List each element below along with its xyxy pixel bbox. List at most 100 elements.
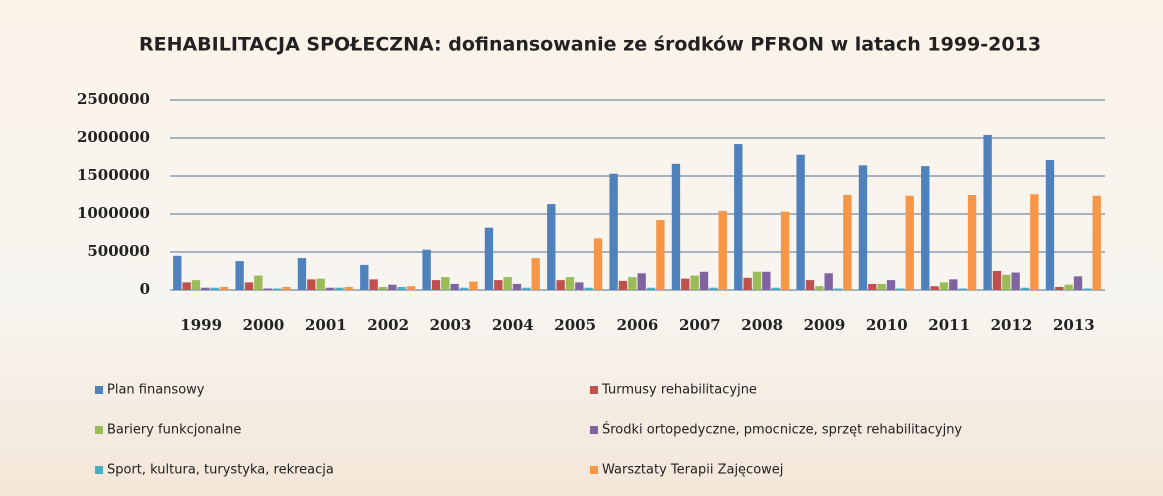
bar	[609, 174, 617, 290]
bar	[930, 286, 938, 290]
bar	[940, 282, 948, 290]
legend-swatch	[590, 426, 598, 434]
page: {"chart_data": {"type": "bar", "title": …	[0, 0, 1163, 496]
legend-label: Bariery funkcjonalne	[107, 423, 241, 438]
bar	[335, 288, 343, 290]
bar	[532, 258, 540, 290]
y-tick-label: 2000000	[77, 128, 150, 146]
bar	[1074, 276, 1082, 290]
bar	[619, 281, 627, 290]
bar	[1093, 196, 1101, 290]
y-tick-label: 500000	[87, 242, 150, 260]
bar	[182, 282, 190, 290]
bar	[762, 272, 770, 290]
bar	[388, 285, 396, 290]
bar	[235, 261, 243, 290]
bar	[859, 165, 867, 290]
bar	[201, 288, 209, 290]
bar	[273, 288, 281, 290]
bar	[441, 277, 449, 290]
x-tick-label: 2013	[1053, 316, 1095, 334]
bar	[921, 166, 929, 290]
bar	[398, 287, 406, 290]
bar	[460, 288, 468, 290]
bar	[575, 282, 583, 290]
legend-label: Środki ortopedyczne, pmocnicze, sprzęt r…	[602, 422, 962, 438]
bar	[1064, 285, 1072, 290]
bar	[422, 250, 430, 290]
bar	[192, 280, 200, 290]
x-tick-label: 2008	[741, 316, 783, 334]
bar	[753, 272, 761, 290]
x-tick-label: 2002	[367, 316, 409, 334]
bar	[282, 287, 290, 290]
bar	[254, 276, 262, 290]
bar	[369, 279, 377, 290]
bar	[896, 288, 904, 290]
bar	[245, 282, 253, 290]
bar	[690, 276, 698, 290]
bar	[220, 287, 228, 290]
x-tick-label: 2010	[866, 316, 908, 334]
bar	[743, 278, 751, 290]
bar	[485, 228, 493, 290]
x-tick-label: 2011	[928, 316, 970, 334]
bar	[298, 258, 306, 290]
chart-title: REHABILITACJA SPOŁECZNA: dofinansowanie …	[139, 34, 1041, 56]
bar	[734, 144, 742, 290]
bar	[1021, 288, 1029, 290]
bar	[1002, 275, 1010, 290]
legend-label: Sport, kultura, turystyka, rekreacja	[107, 463, 334, 478]
bar	[379, 287, 387, 290]
x-tick-label: 1999	[180, 316, 222, 334]
bar	[887, 280, 895, 290]
bar	[556, 280, 564, 290]
bar	[503, 277, 511, 290]
y-tick-label: 0	[140, 280, 150, 298]
bar	[906, 196, 914, 290]
bar	[877, 284, 885, 290]
bar	[647, 288, 655, 290]
x-tick-label: 2000	[243, 316, 285, 334]
bar	[211, 288, 219, 290]
bar	[173, 256, 181, 290]
bar	[307, 279, 315, 290]
bar	[656, 220, 664, 290]
bar	[968, 195, 976, 290]
legend-swatch	[95, 386, 103, 394]
bar	[513, 284, 521, 290]
bar	[451, 284, 459, 290]
bar	[345, 287, 353, 290]
bar	[469, 282, 477, 290]
bar	[983, 135, 991, 290]
bar	[638, 273, 646, 290]
bar	[432, 280, 440, 290]
legend-label: Turmusy rehabilitacyjne	[601, 383, 757, 398]
bar	[494, 280, 502, 290]
y-tick-label: 2500000	[77, 90, 150, 108]
x-tick-label: 2009	[804, 316, 846, 334]
legend-label: Plan finansowy	[107, 383, 205, 398]
bar	[326, 288, 334, 290]
bar	[825, 273, 833, 290]
bar	[719, 211, 727, 290]
bar	[949, 279, 957, 290]
y-tick-label: 1000000	[77, 204, 150, 222]
bar	[868, 284, 876, 290]
x-tick-label: 2001	[305, 316, 347, 334]
bar	[1055, 287, 1063, 290]
bar	[1083, 288, 1091, 290]
bar	[681, 279, 689, 290]
bar	[672, 164, 680, 290]
x-tick-label: 2006	[617, 316, 659, 334]
bar	[709, 288, 717, 290]
y-tick-label: 1500000	[77, 166, 150, 184]
bar	[1012, 273, 1020, 290]
x-tick-label: 2005	[554, 316, 596, 334]
legend-label: Warsztaty Terapii Zajęcowej	[602, 463, 783, 478]
bar	[796, 155, 804, 290]
x-tick-label: 2003	[430, 316, 472, 334]
bar	[834, 288, 842, 290]
bar	[815, 286, 823, 290]
bar	[594, 238, 602, 290]
